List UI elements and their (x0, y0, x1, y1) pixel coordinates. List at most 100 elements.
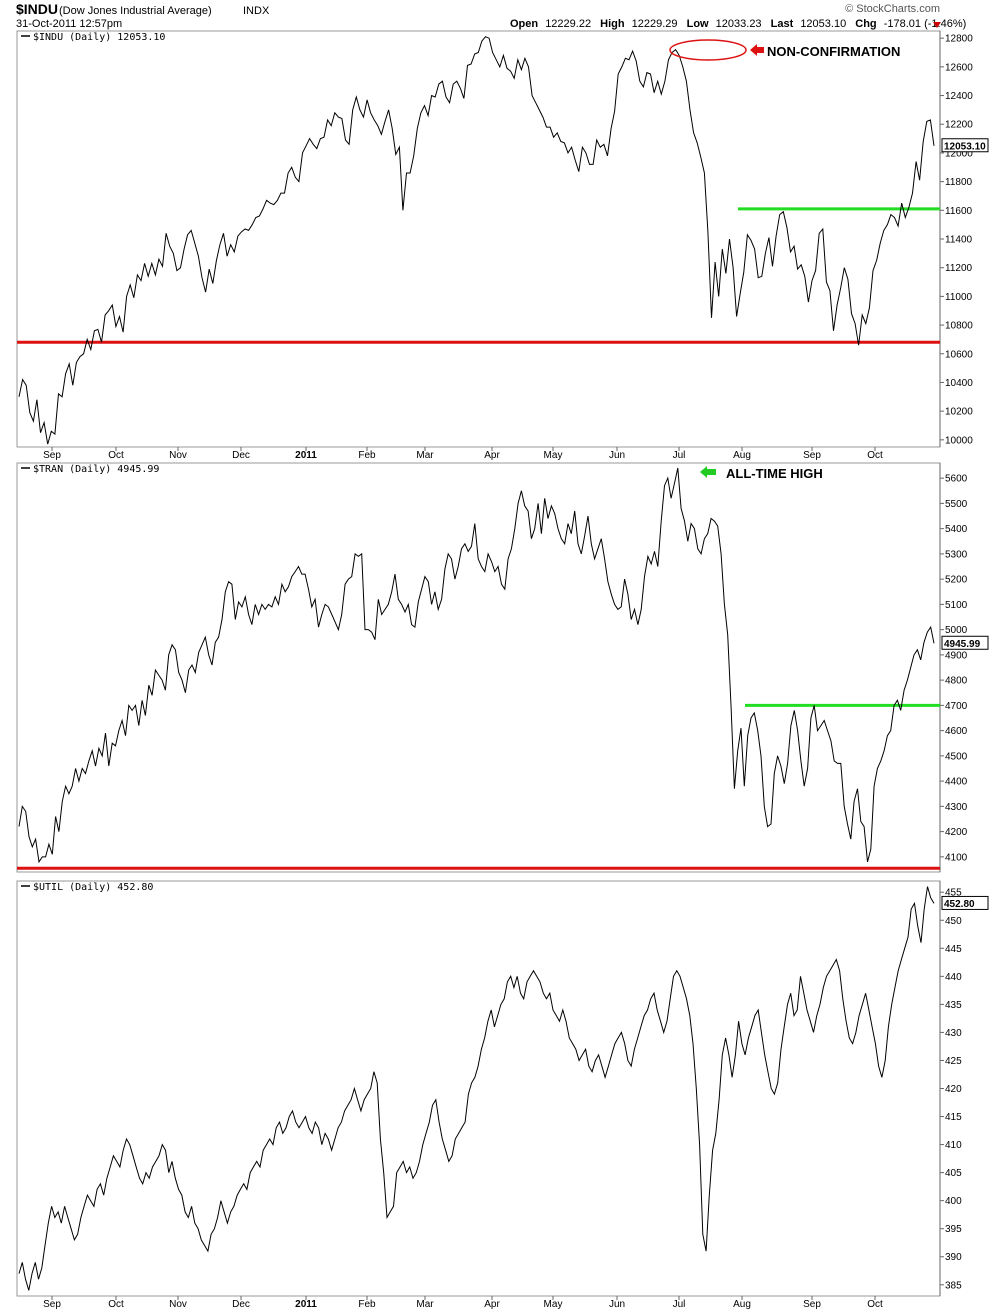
y-tick-label: 450 (945, 916, 962, 927)
y-tick-label: 4900 (945, 650, 968, 661)
symbol-title: $INDU (16, 1, 58, 17)
x-tick-label: Sep (43, 450, 61, 461)
x-tick-label: May (544, 450, 563, 461)
chg-value: -178.01 (-1.46%) (884, 18, 967, 30)
y-tick-label: 4500 (945, 751, 968, 762)
y-tick-label: 12000 (945, 148, 973, 159)
panel-frame (16, 30, 941, 448)
symbol-description: (Dow Jones Industrial Average) (59, 5, 212, 17)
price-series-line (18, 36, 935, 445)
panel-frame (16, 462, 941, 873)
y-tick-label: 4100 (945, 852, 968, 863)
y-tick-label: 11600 (945, 206, 973, 217)
chart-date: 31-Oct-2011 12:57pm (16, 18, 122, 30)
x-tick-label: Mar (416, 1299, 434, 1310)
x-tick-label: May (544, 1299, 563, 1310)
y-tick-label: 390 (945, 1252, 962, 1263)
low-value: 12033.23 (716, 18, 762, 30)
y-tick-label: 5200 (945, 575, 968, 586)
last-value-label: 12053.10 (944, 141, 986, 152)
y-tick-label: 5500 (945, 499, 968, 510)
x-tick-label: Jul (673, 1299, 686, 1310)
menu-caret-icon[interactable] (933, 22, 941, 28)
y-tick-label: 12600 (945, 62, 973, 73)
y-tick-label: 10400 (945, 378, 973, 389)
x-tick-label: Jun (609, 1299, 625, 1310)
x-tick-label: 2011 (295, 1299, 317, 1310)
brand-logo: © StockCharts.com (845, 3, 940, 15)
last-value-label: 452.80 (944, 899, 975, 910)
price-series-line (18, 886, 935, 1291)
x-tick-label: Sep (803, 1299, 821, 1310)
last-value-box (941, 895, 989, 910)
open-value: 12229.22 (545, 18, 591, 30)
x-tick-label: Nov (169, 1299, 187, 1310)
y-tick-label: 5100 (945, 600, 968, 611)
x-tick-label: Sep (43, 1299, 61, 1310)
y-tick-label: 445 (945, 944, 962, 955)
x-tick-label: Oct (867, 450, 883, 461)
open-label: Open (510, 18, 538, 30)
x-tick-label: Nov (169, 450, 187, 461)
y-tick-label: 455 (945, 888, 962, 899)
x-tick-label: Dec (232, 1299, 250, 1310)
last-value-label: 4945.99 (944, 639, 981, 650)
y-tick-label: 435 (945, 1000, 962, 1011)
chart-panels: $INDU (Daily) 12053.10 10000 10200 10400 106… (16, 30, 989, 1310)
y-tick-label: 385 (945, 1280, 962, 1291)
y-tick-label: 4600 (945, 726, 968, 737)
y-tick-label: 4200 (945, 827, 968, 838)
y-tick-label: 10200 (945, 407, 973, 418)
x-tick-label: 2011 (295, 450, 317, 461)
y-tick-label: 11800 (945, 177, 973, 188)
x-tick-label: Mar (416, 450, 434, 461)
y-tick-label: 12800 (945, 34, 973, 45)
y-tick-label: 4300 (945, 802, 968, 813)
legend-label: $TRAN (Daily) 4945.99 (33, 464, 159, 475)
exchange-label: INDX (243, 5, 270, 17)
last-label: Last (771, 18, 794, 30)
y-tick-label: 12400 (945, 91, 973, 102)
price-series-line (18, 467, 935, 864)
chart-panel-2: $TRAN (Daily) 4945.99 4100 4200 4300 4400 450… (16, 462, 989, 873)
y-tick-label: 440 (945, 972, 962, 983)
y-tick-label: 4400 (945, 777, 968, 788)
last-value-box (941, 138, 989, 153)
y-tick-label: 11000 (945, 292, 973, 303)
x-tick-label: Feb (358, 450, 376, 461)
chg-label: Chg (855, 18, 876, 30)
high-label: High (600, 18, 625, 30)
y-tick-label: 11400 (945, 235, 973, 246)
y-tick-label: 4800 (945, 676, 968, 687)
legend-label: $UTIL (Daily) 452.80 (33, 882, 153, 893)
x-tick-label: Oct (867, 1299, 883, 1310)
x-tick-label: Sep (803, 450, 821, 461)
low-label: Low (687, 18, 709, 30)
y-tick-label: 10800 (945, 321, 973, 332)
y-tick-label: 415 (945, 1112, 962, 1123)
y-tick-label: 10000 (945, 435, 973, 446)
x-tick-label: Dec (232, 450, 250, 461)
y-tick-label: 430 (945, 1028, 962, 1039)
y-tick-label: 405 (945, 1168, 962, 1179)
last-value: 12053.10 (800, 18, 846, 30)
x-tick-label: Apr (484, 450, 500, 461)
y-tick-label: 410 (945, 1140, 962, 1151)
y-tick-label: 5300 (945, 549, 968, 560)
x-tick-label: Aug (733, 1299, 751, 1310)
green-arrow-icon (700, 466, 716, 478)
y-tick-label: 400 (945, 1196, 962, 1207)
x-tick-label: Oct (108, 450, 124, 461)
chart-panel-1: $INDU (Daily) 12053.10 10000 10200 10400 106… (16, 30, 989, 461)
y-tick-label: 12200 (945, 120, 973, 131)
y-tick-label: 5000 (945, 625, 968, 636)
high-value: 12229.29 (632, 18, 678, 30)
y-tick-label: 395 (945, 1224, 962, 1235)
legend-label: $INDU (Daily) 12053.10 (33, 32, 165, 43)
callout-label: NON-CONFIRMATION (767, 44, 900, 59)
panel-frame (16, 880, 941, 1297)
x-tick-label: Apr (484, 1299, 500, 1310)
x-tick-label: Oct (108, 1299, 124, 1310)
ohlc-line: Open 12229.22 High 12229.29 Low 12033.23… (510, 18, 966, 30)
